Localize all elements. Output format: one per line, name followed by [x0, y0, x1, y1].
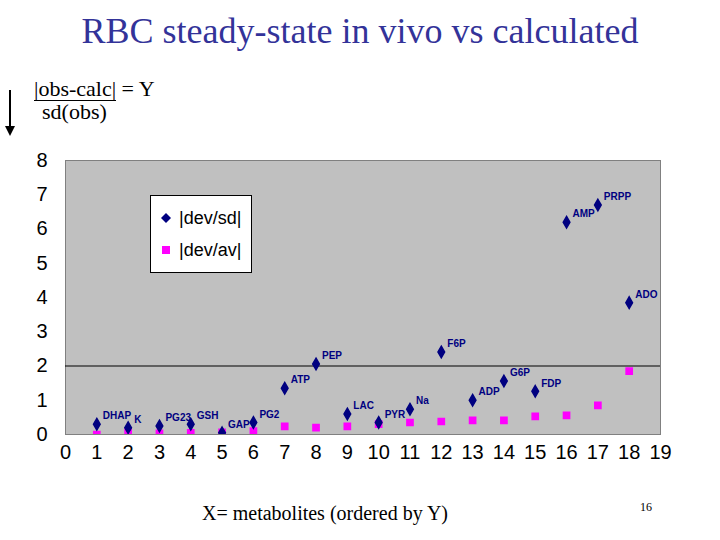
svg-text:2: 2: [36, 354, 47, 376]
svg-text:7: 7: [36, 183, 47, 205]
svg-text:10: 10: [368, 441, 390, 463]
svg-text:GAP: GAP: [228, 419, 250, 430]
svg-text:13: 13: [461, 441, 483, 463]
svg-text:FDP: FDP: [541, 378, 561, 389]
svg-text:15: 15: [524, 441, 546, 463]
svg-text:Na: Na: [416, 395, 429, 406]
svg-text:G6P: G6P: [510, 367, 530, 378]
svg-text:16: 16: [555, 441, 577, 463]
svg-text:ADP: ADP: [479, 386, 500, 397]
svg-text:4: 4: [36, 286, 47, 308]
svg-text:PRPP: PRPP: [604, 191, 632, 202]
svg-text:3: 3: [154, 441, 165, 463]
svg-text:LAC: LAC: [353, 400, 374, 411]
svg-text:8: 8: [36, 149, 47, 171]
svg-text:19: 19: [649, 441, 671, 463]
svg-text:ATP: ATP: [291, 374, 311, 385]
svg-text:0: 0: [36, 423, 47, 445]
svg-text:0: 0: [60, 441, 71, 463]
html-text:|obs-calc| = Y: |obs-calc| = Y: [34, 76, 155, 101]
svg-text:17: 17: [587, 441, 609, 463]
svg-text:5: 5: [217, 441, 228, 463]
html-text:RBC steady-state in vivo vs ca: RBC steady-state in vivo vs calculated: [81, 11, 639, 51]
html-text:|dev/sd|: |dev/sd|: [179, 207, 242, 228]
svg-text:12: 12: [430, 441, 452, 463]
html-text:sd(obs): sd(obs): [42, 99, 107, 124]
svg-text:AMP: AMP: [573, 208, 596, 219]
html-text:X= metabolites (ordered by Y): X= metabolites (ordered by Y): [202, 502, 448, 524]
svg-text:5: 5: [36, 252, 47, 274]
svg-text:8: 8: [310, 441, 321, 463]
svg-text:7: 7: [279, 441, 290, 463]
svg-text:9: 9: [342, 441, 353, 463]
html-text:16: 16: [640, 500, 652, 514]
svg-text:PG2: PG2: [259, 409, 279, 420]
svg-text:K: K: [134, 414, 142, 425]
svg-text:4: 4: [185, 441, 196, 463]
svg-text:PG23: PG23: [165, 412, 191, 423]
svg-text:PYR: PYR: [385, 409, 406, 420]
svg-text:14: 14: [493, 441, 515, 463]
svg-text:ADO: ADO: [635, 289, 657, 300]
svg-text:1: 1: [91, 441, 102, 463]
svg-text:18: 18: [618, 441, 640, 463]
html-text:|dev/av|: |dev/av|: [179, 239, 242, 260]
svg-text:1: 1: [36, 389, 47, 411]
svg-text:GSH: GSH: [197, 410, 219, 421]
svg-text:6: 6: [248, 441, 259, 463]
svg-text:F6P: F6P: [447, 338, 466, 349]
svg-text:11: 11: [400, 441, 421, 463]
svg-text:2: 2: [123, 441, 134, 463]
svg-text:6: 6: [36, 217, 47, 239]
svg-text:PEP: PEP: [322, 350, 342, 361]
svg-text:3: 3: [36, 320, 47, 342]
svg-text:DHAP: DHAP: [103, 410, 132, 421]
